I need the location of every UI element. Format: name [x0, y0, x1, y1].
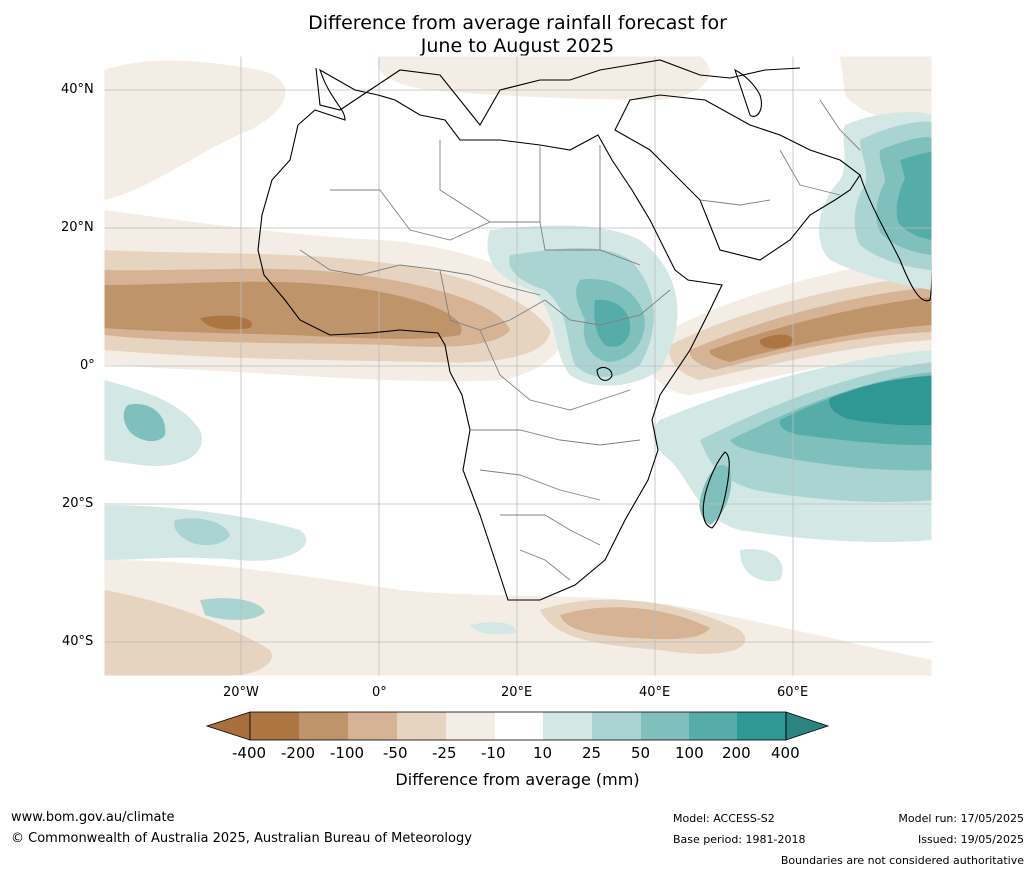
colorbar-tick: 400 — [771, 744, 800, 762]
dry-area-south-africa-coast-100 — [560, 607, 710, 640]
dry-area-mediterranean — [377, 56, 710, 100]
colorbar-low-extend — [205, 711, 251, 741]
footer-model-run: Model run: 17/05/2025 — [898, 812, 1024, 825]
wet-area-mozambique-channel — [699, 464, 732, 525]
lon-label-0: 0° — [372, 685, 387, 700]
lat-label-40s: 40°S — [62, 634, 94, 649]
colorbar-tick: -25 — [432, 744, 457, 762]
colorbar-tick: -200 — [281, 744, 316, 762]
dry-area-north-atlantic — [104, 60, 286, 200]
colorbar-outline — [249, 711, 787, 741]
wet-area-south-east-patch — [740, 549, 783, 582]
lat-label-20n: 20°N — [61, 220, 94, 235]
dry-band-sahel-200 — [104, 281, 462, 339]
footer-issued: Issued: 19/05/2025 — [917, 833, 1024, 846]
footer-model: Model: ACCESS-S2 — [673, 812, 775, 825]
map-gridlines — [104, 56, 932, 676]
country-borders — [299, 99, 861, 581]
colorbar-segment-6 — [495, 712, 543, 740]
colorbar-segment-4 — [397, 712, 446, 740]
colorbar-tick: -100 — [330, 744, 365, 762]
colorbar-tick: 100 — [675, 744, 704, 762]
dry-area-central-asia — [840, 56, 932, 125]
colorbar-segment-10 — [689, 712, 737, 740]
colorbar-segment-11 — [737, 712, 786, 740]
lat-label-40n: 40°N — [61, 82, 94, 97]
lat-label-0: 0° — [80, 358, 95, 373]
dry-core-sahel — [200, 315, 252, 330]
colorbar-tick: -400 — [232, 744, 267, 762]
africa-coastline — [257, 68, 723, 601]
lon-label-20w: 20°W — [223, 685, 259, 700]
colorbar-tick: 10 — [533, 744, 553, 762]
map-frame — [103, 55, 933, 677]
footer-disclaimer: Boundaries are not considered authoritat… — [780, 854, 1024, 867]
caspian-coastline — [734, 68, 762, 117]
colorbar-tick: 200 — [722, 744, 751, 762]
dry-band-southern-atlantic-50 — [104, 590, 272, 676]
footer-copyright: © Commonwealth of Australia 2025, Austra… — [11, 831, 472, 846]
wet-area-south-indian-ocean-200 — [829, 376, 932, 426]
colorbar — [205, 711, 830, 741]
map-title-line2: June to August 2025 — [420, 35, 615, 57]
wet-area-south-center-patch — [470, 622, 516, 635]
colorbar-segment-5 — [446, 712, 495, 740]
colorbar-segment-7 — [543, 712, 592, 740]
europe-coastline — [315, 59, 801, 126]
madagascar-coastline — [702, 451, 730, 529]
dry-core-indian-ocean — [759, 334, 793, 349]
arabia-coastline — [614, 94, 861, 261]
wet-area-south-atlantic-25 — [174, 518, 230, 546]
wet-area-gulf-of-guinea-50 — [123, 404, 166, 442]
colorbar-label: Difference from average (mm) — [395, 770, 640, 789]
colorbar-high-extend — [785, 711, 830, 741]
rainfall-anomaly-fields — [104, 56, 932, 676]
colorbar-tick: 50 — [631, 744, 651, 762]
lon-label-20e: 20°E — [501, 685, 533, 700]
lake-victoria-coastline — [596, 367, 613, 381]
colorbar-segment-2 — [299, 712, 348, 740]
wet-area-india-100 — [896, 152, 932, 240]
footer-website: www.bom.gov.au/climate — [11, 810, 175, 825]
colorbar-segment-9 — [641, 712, 689, 740]
colorbar-segment-1 — [250, 712, 299, 740]
lat-label-20s: 20°S — [62, 496, 94, 511]
colorbar-tick: -50 — [383, 744, 408, 762]
colorbar-tick: -10 — [481, 744, 506, 762]
wet-area-south-atlantic-patch — [200, 598, 265, 620]
colorbar-segment-3 — [348, 712, 397, 740]
map-title-line1: Difference from average rainfall forecas… — [308, 12, 727, 34]
colorbar-segment-8 — [592, 712, 641, 740]
footer-base-period: Base period: 1981-2018 — [673, 833, 806, 846]
lon-label-60e: 60°E — [777, 685, 809, 700]
colorbar-tick: 25 — [582, 744, 602, 762]
wet-area-east-africa-100 — [594, 299, 631, 347]
lon-label-40e: 40°E — [639, 685, 671, 700]
